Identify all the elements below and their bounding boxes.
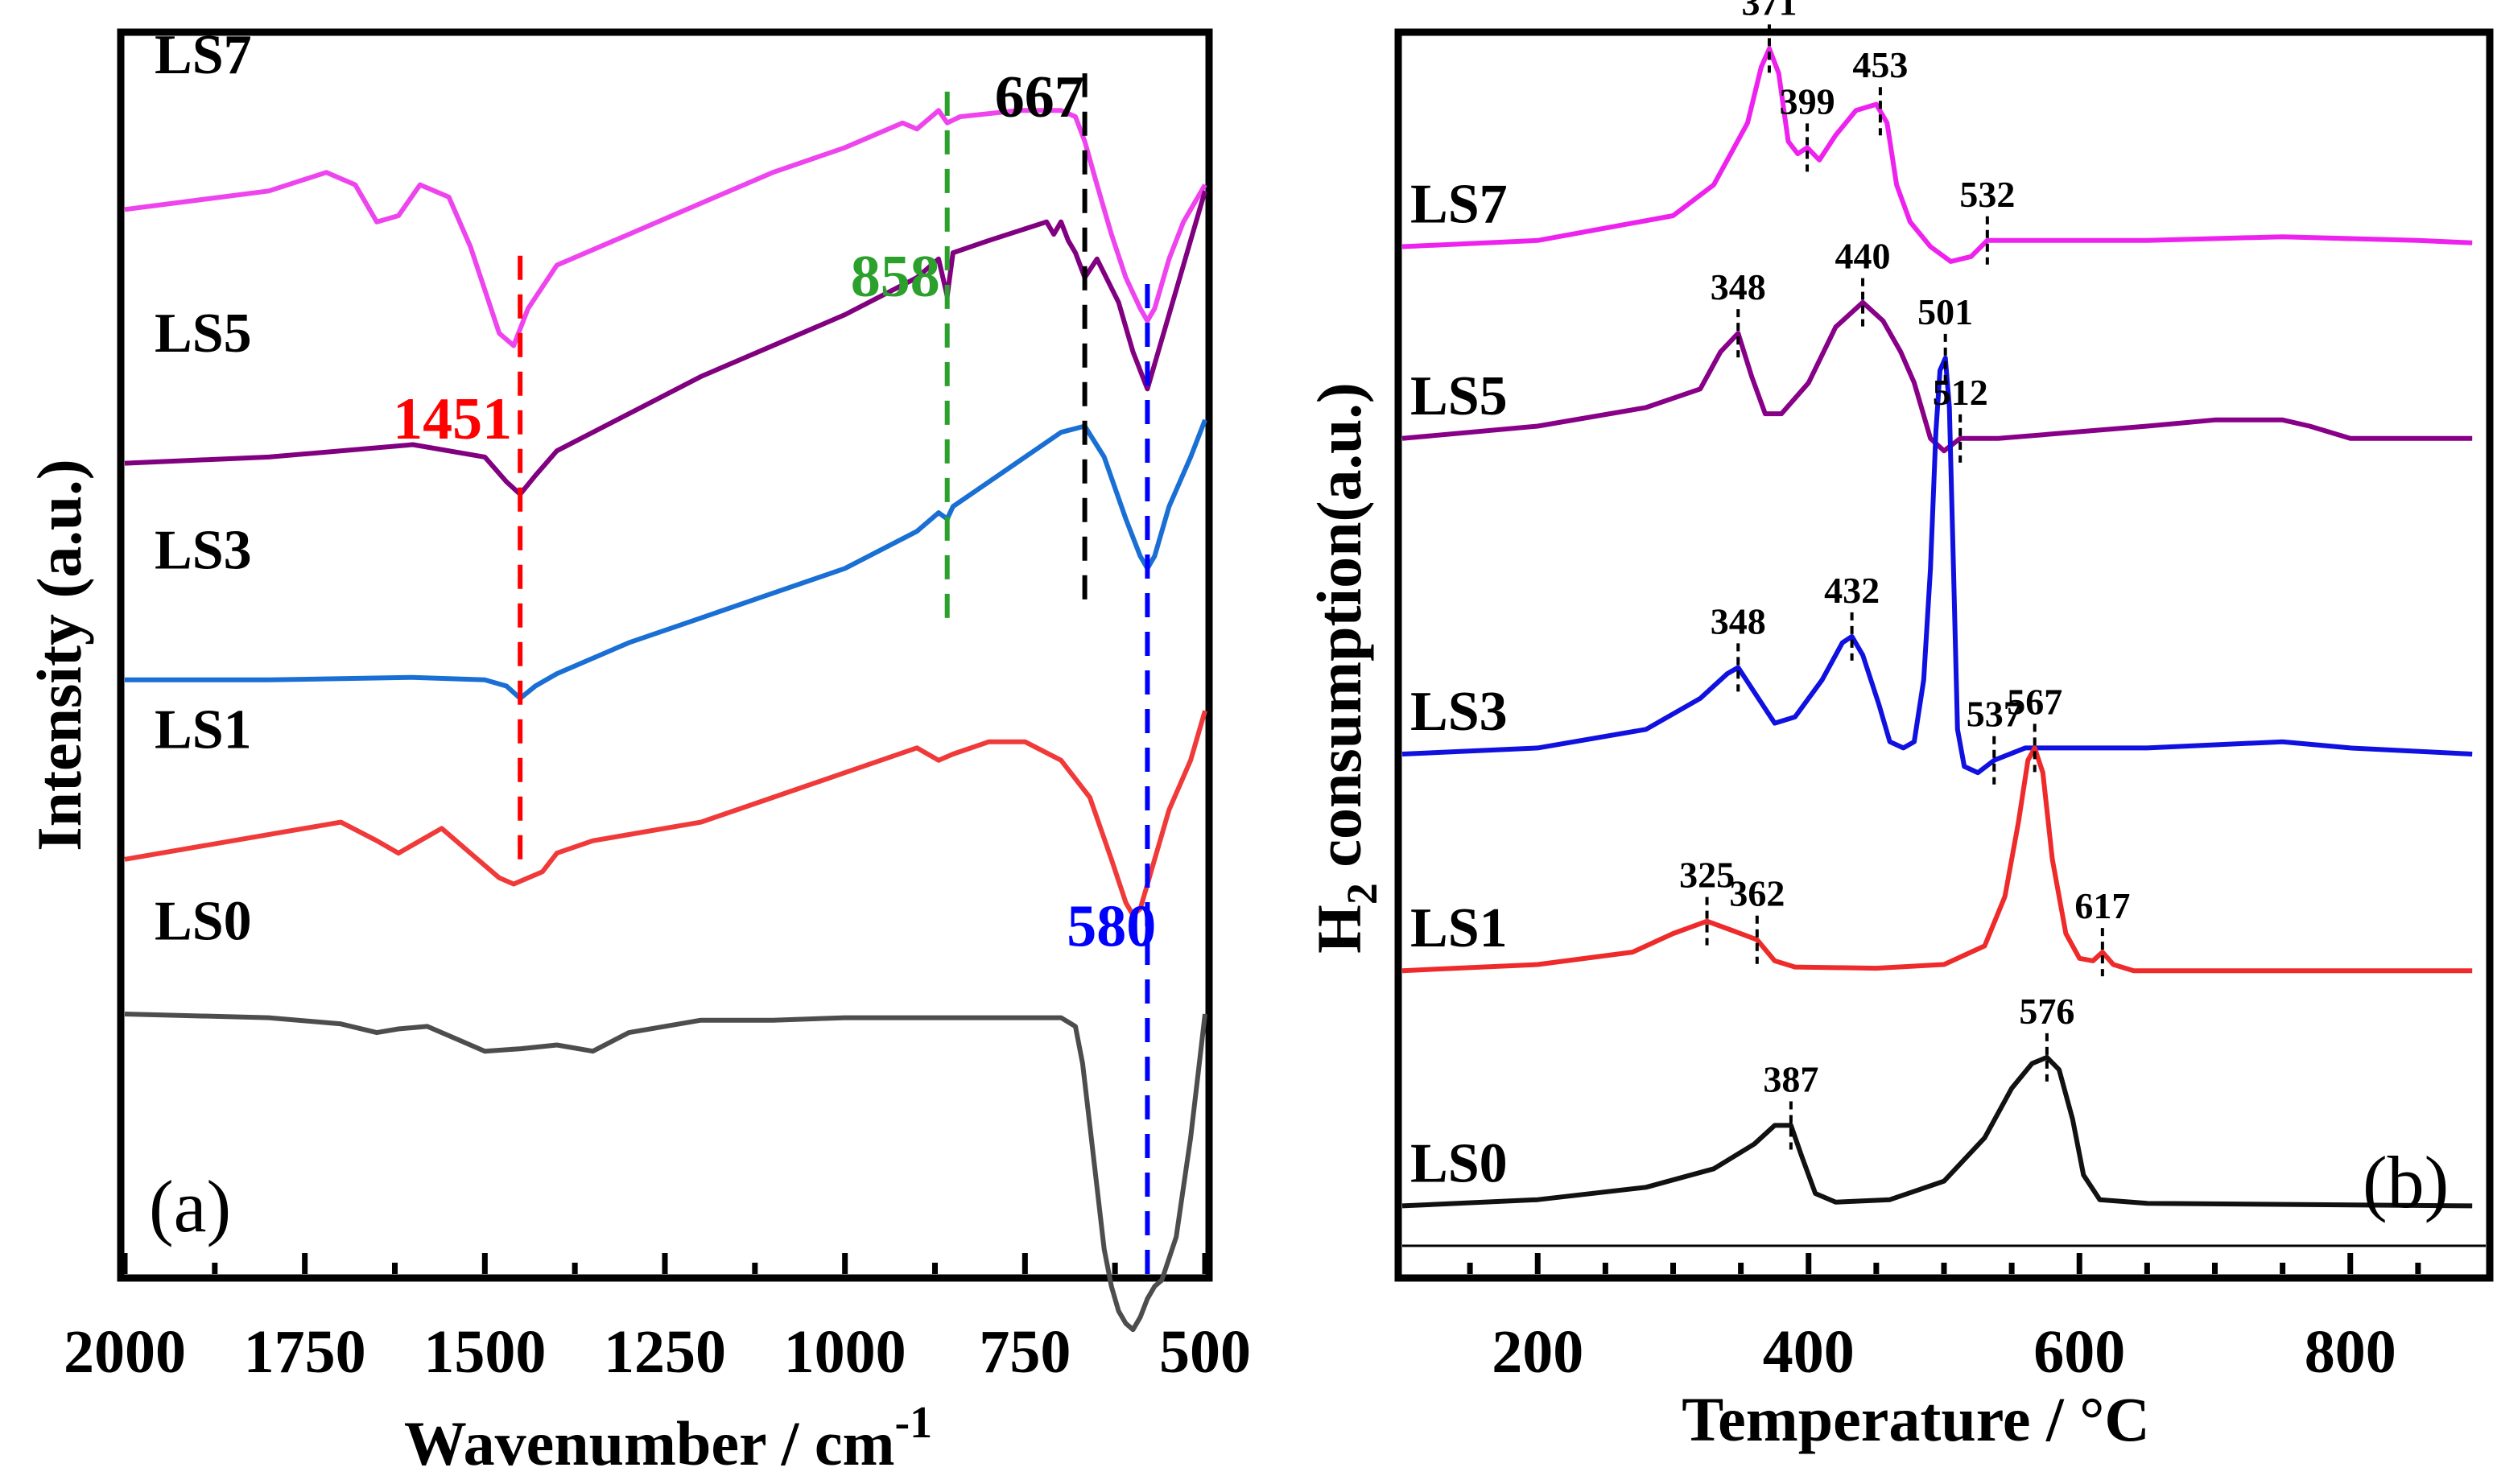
peak-label-ls5-512: 512 [1933, 372, 1988, 413]
peak-label-ls0-576: 576 [2019, 991, 2074, 1032]
x-tick-label-a-1500: 1500 [423, 1318, 546, 1386]
peak-label-ls1-325: 325 [1679, 855, 1735, 896]
series-label-b-ls5: LS5 [1410, 365, 1508, 427]
peak-label-ls3-501: 501 [1917, 291, 1973, 332]
panel-a-ylabel: Intensity (a.u.) [24, 459, 94, 851]
panel-b-x-ticks: 200 400 600 800 [1402, 1244, 2486, 1386]
x-tick-label-a-500: 500 [1159, 1318, 1251, 1386]
peak-label-ls0-387: 387 [1763, 1058, 1818, 1099]
panel-a-x-ticks: 2000 1750 1500 1250 1000 750 500 [64, 1253, 1251, 1386]
series-label-b-ls1: LS1 [1410, 897, 1508, 959]
panel-b-letter: (b) [2363, 1141, 2449, 1223]
panel-a-markers: 1451 858 667 580 [393, 64, 1156, 1274]
panel-b-curves [1401, 46, 2473, 1209]
panel-a-letter: (a) [149, 1165, 231, 1247]
series-label-a-ls5: LS5 [155, 303, 252, 365]
ftir-curve-ls0 [124, 1012, 1207, 1333]
ftir-marker-label-1451: 1451 [393, 386, 512, 452]
series-label-a-ls7: LS7 [155, 24, 252, 86]
series-label-a-ls3: LS3 [155, 519, 252, 581]
series-label-b-ls0: LS0 [1410, 1132, 1508, 1194]
x-tick-label-a-1000: 1000 [784, 1318, 906, 1386]
panel-a-ftir: 1451 858 667 580 2000 1750 1500 1250 1000 750 500… [24, 24, 1251, 1478]
x-tick-label-b-200: 200 [1492, 1318, 1583, 1386]
tpr-curve-ls1 [1401, 745, 2473, 974]
ftir-curve-ls3 [125, 418, 1207, 701]
panel-a-xlabel: Wavenumber / cm-1 [404, 1398, 932, 1478]
peak-label-ls7-453: 453 [1852, 44, 1908, 85]
x-tick-label-b-400: 400 [1763, 1318, 1855, 1386]
ftir-curve-ls1 [124, 710, 1207, 917]
peak-label-ls3-432: 432 [1824, 570, 1880, 611]
ftir-marker-label-858: 858 [851, 244, 940, 310]
tpr-curve-ls0 [1401, 1054, 2473, 1209]
panel-a-curves [124, 108, 1207, 1333]
ftir-curve-ls5 [124, 190, 1207, 497]
panel-b-ylabel: H2 consumption(a.u.) [1304, 382, 1386, 954]
panel-b-series-labels: LS7 LS5 LS3 LS1 LS0 [1410, 173, 1508, 1194]
series-label-b-ls3: LS3 [1410, 681, 1508, 743]
panel-b-frame [1394, 28, 2494, 1282]
x-tick-label-b-800: 800 [2305, 1318, 2396, 1386]
panel-a-frame [117, 28, 1213, 1282]
peak-label-ls3-348: 348 [1711, 600, 1766, 641]
ftir-marker-label-667: 667 [995, 64, 1084, 130]
series-label-a-ls1: LS1 [155, 699, 252, 761]
peak-label-ls1-617: 617 [2074, 885, 2130, 926]
peak-label-ls7-371: 371 [1741, 0, 1797, 23]
peak-label-ls7-532: 532 [1959, 174, 2015, 215]
tpr-curve-ls7 [1401, 46, 2473, 264]
x-tick-label-a-1250: 1250 [604, 1318, 726, 1386]
peak-label-ls5-348: 348 [1711, 266, 1766, 307]
peak-label-ls5-440: 440 [1835, 236, 1891, 277]
panel-a-series-labels: LS7 LS5 LS3 LS1 LS0 [155, 24, 252, 953]
series-label-a-ls0: LS0 [155, 891, 252, 953]
peak-label-ls7-399: 399 [1780, 80, 1835, 122]
series-label-b-ls7: LS7 [1410, 173, 1508, 235]
panel-b-xlabel: Temperature / °C [1682, 1384, 2149, 1454]
x-tick-label-b-600: 600 [2033, 1318, 2125, 1386]
tpr-curve-ls3 [1401, 355, 2473, 776]
x-tick-label-a-1750: 1750 [244, 1318, 366, 1386]
peak-label-ls1-362: 362 [1729, 873, 1785, 914]
peak-label-ls1-567: 567 [2007, 681, 2062, 722]
ftir-curve-ls7 [124, 108, 1207, 348]
x-tick-label-a-750: 750 [979, 1318, 1071, 1386]
x-tick-label-a-2000: 2000 [64, 1318, 186, 1386]
tpr-curve-ls5 [1401, 299, 2473, 454]
ftir-marker-label-580: 580 [1067, 893, 1156, 959]
peak-label-ls3-537: 537 [1967, 694, 2022, 735]
